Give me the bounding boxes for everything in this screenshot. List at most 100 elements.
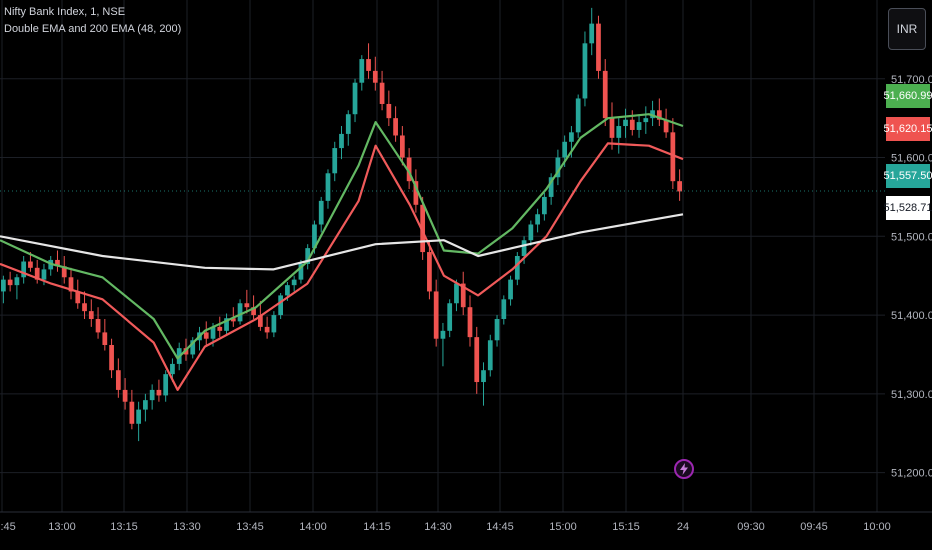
candle-body-down xyxy=(82,303,87,312)
ema-fast-price-tag: 51,620.15 xyxy=(883,117,932,141)
x-tick-label: 15:15 xyxy=(612,521,640,533)
candle-body-up xyxy=(650,110,655,119)
last-price-value: 51,557.50 xyxy=(883,170,932,182)
x-tick-label: 13:15 xyxy=(110,521,138,533)
candle-body-down xyxy=(109,345,114,371)
candle-body-up xyxy=(345,114,351,134)
candle-body-up xyxy=(623,119,628,127)
candle-body-up xyxy=(271,315,277,333)
candle-body-up xyxy=(569,132,574,142)
candle-body-down xyxy=(413,181,419,205)
lightning-icon[interactable] xyxy=(674,459,694,479)
candle-body-up xyxy=(487,340,493,371)
candle-body-up xyxy=(562,141,568,158)
candle-body-up xyxy=(575,98,581,133)
candle-body-down xyxy=(244,303,250,308)
candle-body-down xyxy=(670,132,676,182)
candle-body-down xyxy=(217,326,223,331)
candle-body-down xyxy=(257,315,263,327)
candle-body-up xyxy=(143,400,148,410)
candle-body-up xyxy=(136,409,141,424)
candle-body-up xyxy=(501,299,507,320)
ema-fast-price-value: 51,620.15 xyxy=(883,123,932,135)
ema-slow-price-tag: 51,660.99 xyxy=(884,84,932,108)
x-tick-label: 10:00 xyxy=(863,521,891,533)
candle-body-up xyxy=(616,126,622,138)
candle-body-down xyxy=(230,318,236,322)
x-tick-label: 14:15 xyxy=(363,521,391,533)
candle-body-down xyxy=(656,110,662,120)
candle-body-down xyxy=(203,332,209,339)
candle-body-down xyxy=(596,23,601,71)
candle-body-up xyxy=(514,256,520,280)
candle-body-down xyxy=(129,401,135,424)
candle-body-down xyxy=(251,307,256,316)
candle-body-up xyxy=(643,118,649,123)
candle-body-up xyxy=(318,200,324,225)
candle-body-up xyxy=(312,224,317,249)
candle-body-up xyxy=(636,122,642,130)
candle-body-up xyxy=(521,240,527,256)
x-tick-label: 13:00 xyxy=(48,521,76,533)
candle-body-down xyxy=(156,389,162,396)
x-tick-label: 14:45 xyxy=(486,521,514,533)
candle-body-down xyxy=(264,326,270,333)
candle-body-up xyxy=(170,363,175,375)
candle-body-up xyxy=(332,148,338,174)
candle-body-up xyxy=(535,214,540,225)
candle-body-down xyxy=(379,82,385,104)
y-tick-label: 51,600.00 xyxy=(891,153,932,165)
candle-body-up xyxy=(325,173,331,201)
candle-body-up xyxy=(555,157,561,178)
candle-body-up xyxy=(1,279,6,292)
ema-200-price-value: 51,528.71 xyxy=(883,202,932,214)
candle-body-down xyxy=(68,277,74,292)
candle-body-down xyxy=(28,261,33,268)
candle-body-up xyxy=(298,263,304,280)
candle-body-down xyxy=(460,283,466,308)
candle-body-up xyxy=(291,279,297,286)
candle-body-down xyxy=(467,307,473,338)
x-tick-label: 13:45 xyxy=(236,521,264,533)
candle-body-down xyxy=(75,291,81,304)
candle-body-up xyxy=(589,23,595,44)
x-tick-label: 14:30 xyxy=(424,521,452,533)
ema-fast-line xyxy=(0,142,684,391)
candle-body-up xyxy=(305,248,311,264)
candle-body-up xyxy=(359,59,365,83)
indicator-label: Double EMA and 200 EMA (48, 200) xyxy=(4,23,182,35)
candle-body-up xyxy=(481,370,486,383)
candle-body-down xyxy=(427,252,432,292)
candle-body-down xyxy=(115,370,121,390)
candle-body-down xyxy=(95,319,101,333)
candle-body-up xyxy=(41,269,47,280)
candle-body-up xyxy=(508,279,513,300)
candle-body-up xyxy=(582,43,588,99)
candle-body-down xyxy=(629,119,635,130)
candle-body-up xyxy=(447,303,453,331)
candle-body-up xyxy=(528,224,534,241)
y-tick-label: 51,700.00 xyxy=(891,74,932,86)
candle-body-down xyxy=(663,119,669,133)
candle-body-up xyxy=(278,295,284,316)
candle-body-up xyxy=(21,261,27,278)
candle-body-down xyxy=(609,118,615,138)
currency-button[interactable]: INR xyxy=(888,8,926,50)
candle-body-down xyxy=(677,181,682,192)
candle-body-up xyxy=(224,318,229,331)
y-tick-label: 51,200.00 xyxy=(891,468,932,480)
x-tick-label: 12:45 xyxy=(0,521,16,533)
candle-body-down xyxy=(420,204,426,253)
candle-body-up xyxy=(14,277,20,286)
ema-slow-line xyxy=(0,113,684,360)
candle-body-down xyxy=(393,118,398,136)
candle-body-down xyxy=(602,70,608,119)
candle-body-down xyxy=(102,332,108,346)
candle-body-up xyxy=(237,303,243,322)
y-tick-label: 51,300.00 xyxy=(891,389,932,401)
last-price-tag: 51,557.50 xyxy=(883,164,932,188)
y-tick-label: 51,500.00 xyxy=(891,231,932,243)
candle-body-up xyxy=(494,319,500,341)
